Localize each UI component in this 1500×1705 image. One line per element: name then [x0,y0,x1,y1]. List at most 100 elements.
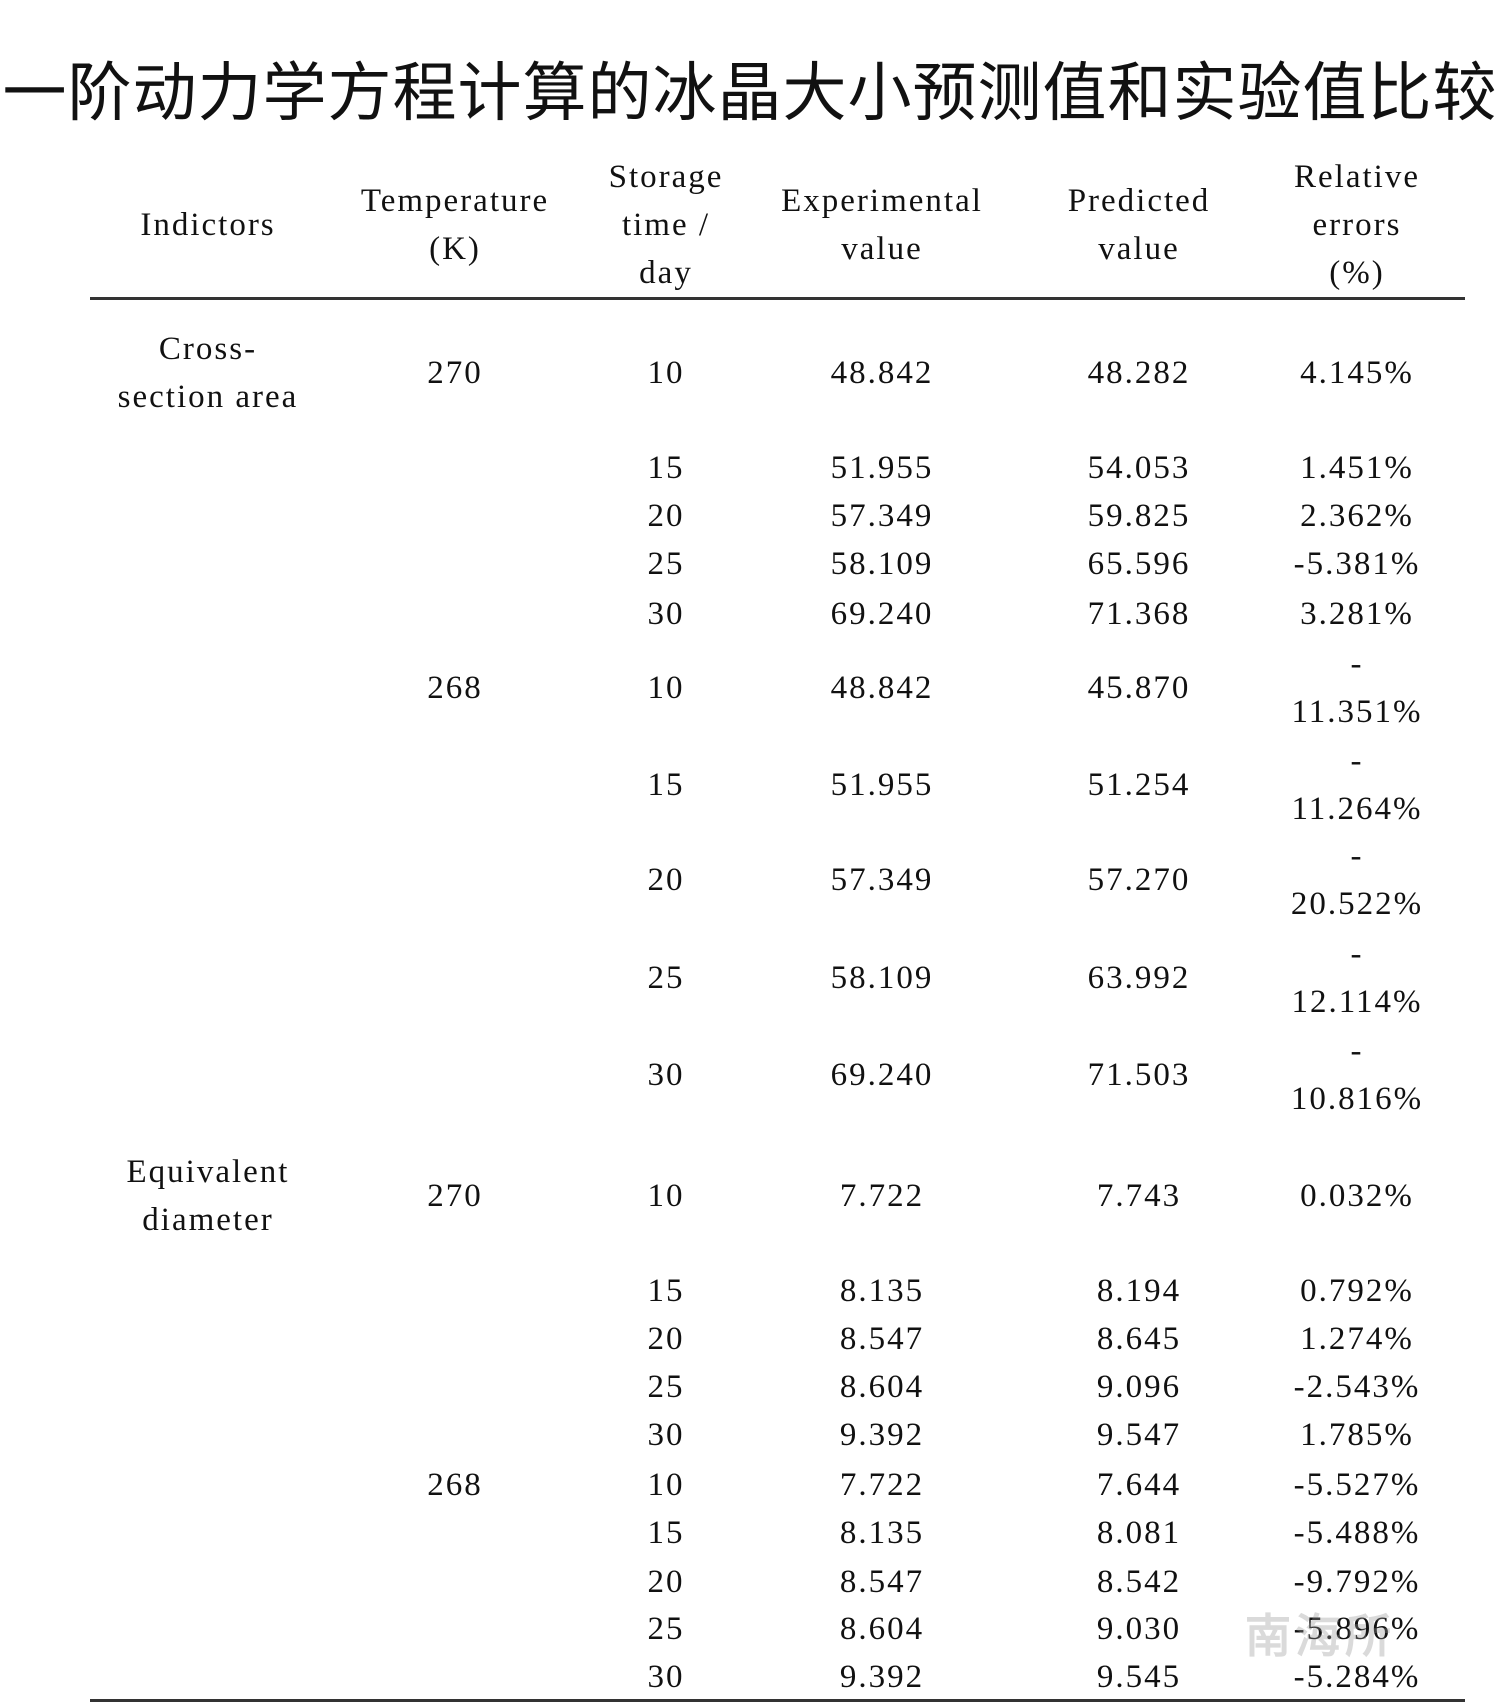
experimental-value-cell-line: 8.135 [839,1273,925,1309]
relative-error-cell-line: -5.527% [1293,1467,1421,1503]
storage-day-cell-line: 20 [647,1564,685,1600]
relative-error-cell-line: 3.281% [1300,596,1414,632]
predicted-value-cell: 63.992 [1088,954,1191,1002]
experimental-value-cell: 48.842 [831,349,934,397]
predicted-value-cell-line: 63.992 [1087,960,1191,996]
temperature-cell-line: 268 [427,1467,483,1503]
header-predicted-line: Predicted [1067,183,1211,219]
experimental-value-cell-line: 8.604 [839,1369,925,1405]
relative-error-cell-line: - [1350,838,1364,874]
storage-day-cell: 30 [648,1653,685,1701]
indicator-label-line: section area [117,379,299,415]
header-indicators-line: Indictors [140,207,276,243]
temperature-cell-line: 268 [427,670,483,706]
predicted-value-cell: 9.096 [1097,1363,1181,1411]
temperature-cell-line: 270 [427,1178,483,1214]
experimental-value-cell: 7.722 [840,1461,924,1509]
temperature-cell: 270 [427,349,483,397]
storage-day-cell: 30 [648,1411,685,1459]
relative-error-cell: 4.145% [1300,349,1414,397]
indicator-label-line: Equivalent [126,1154,290,1190]
storage-day-cell-line: 30 [647,1659,685,1695]
relative-error-cell: -5.284% [1294,1653,1421,1701]
storage-day-cell: 30 [648,590,685,638]
experimental-value-cell-line: 8.547 [839,1321,925,1357]
header-temperature: Temperature (K) [361,177,549,273]
relative-error-cell: -5.527% [1294,1461,1421,1509]
experimental-value-cell: 9.392 [840,1411,924,1459]
experimental-value-cell-line: 9.392 [839,1659,925,1695]
predicted-value-cell: 71.503 [1088,1051,1191,1099]
relative-error-cell-line: - [1350,1033,1364,1069]
experimental-value-cell: 51.955 [831,761,934,809]
relative-error-cell-line: 11.264% [1291,791,1423,827]
predicted-value-cell: 71.368 [1088,590,1191,638]
storage-day-cell-line: 30 [647,596,685,632]
storage-day-cell: 20 [648,492,685,540]
predicted-value-cell-line: 65.596 [1087,546,1191,582]
header-storage-line: time / [621,207,711,243]
header-predicted: Predicted value [1068,177,1211,273]
header-experimental: Experimental value [781,177,983,273]
predicted-value-cell-line: 7.644 [1096,1467,1182,1503]
storage-day-cell: 10 [648,1461,685,1509]
storage-day-cell: 25 [648,954,685,1002]
indicator-label: Equivalent diameter [127,1148,290,1244]
relative-error-cell-line: 20.522% [1290,886,1424,922]
experimental-value-cell-line: 7.722 [839,1178,925,1214]
predicted-value-cell: 59.825 [1088,492,1191,540]
relative-error-cell: 3.281% [1300,590,1414,638]
experimental-value-cell: 8.604 [840,1605,924,1653]
table-title: 一阶动力学方程计算的冰晶大小预测值和实验值比较 [2,58,1498,129]
header-experimental-line: Experimental [781,183,983,219]
temperature-cell-line: 270 [427,355,483,391]
predicted-value-cell-line: 45.870 [1087,670,1191,706]
storage-day-cell-line: 15 [647,1273,685,1309]
experimental-value-cell: 8.604 [840,1363,924,1411]
storage-day-cell: 30 [648,1051,685,1099]
temperature-cell: 268 [427,1461,483,1509]
storage-day-cell: 20 [648,1558,685,1606]
experimental-value-cell-line: 8.547 [839,1564,925,1600]
relative-error-cell: 1.451% [1300,444,1414,492]
predicted-value-cell-line: 59.825 [1087,498,1191,534]
header-relative-line: (%) [1329,255,1385,291]
header-temperature-line: Temperature [360,183,550,219]
header-storage-line: day [639,255,693,291]
experimental-value-cell: 7.722 [840,1172,924,1220]
experimental-value-cell: 8.547 [840,1558,924,1606]
experimental-value-cell: 9.392 [840,1653,924,1701]
experimental-value-cell-line: 8.135 [839,1515,925,1551]
relative-error-cell-line: -5.381% [1293,546,1421,582]
header-relative-line: errors [1312,207,1402,243]
experimental-value-cell: 51.955 [831,444,934,492]
predicted-value-cell-line: 9.096 [1096,1369,1182,1405]
experimental-value-cell-line: 51.955 [830,767,934,803]
relative-error-cell-line: 11.351% [1291,694,1423,730]
experimental-value-cell-line: 57.349 [830,862,934,898]
storage-day-cell-line: 30 [647,1417,685,1453]
predicted-value-cell: 9.545 [1097,1653,1181,1701]
relative-error-cell: - 20.522% [1291,832,1423,928]
relative-error-cell-line: 1.785% [1300,1417,1414,1453]
storage-day-cell: 15 [648,1267,685,1315]
experimental-value-cell: 69.240 [831,590,934,638]
experimental-value-cell-line: 69.240 [830,1057,934,1093]
storage-day-cell-line: 20 [647,498,685,534]
predicted-value-cell: 8.081 [1097,1509,1181,1557]
relative-error-cell-line: - [1350,646,1364,682]
predicted-value-cell: 48.282 [1088,349,1191,397]
predicted-value-cell-line: 8.194 [1096,1273,1182,1309]
relative-error-cell: -5.381% [1294,540,1421,588]
predicted-value-cell: 7.743 [1097,1172,1181,1220]
storage-day-cell: 15 [648,761,685,809]
storage-day-cell: 10 [648,349,685,397]
predicted-value-cell: 57.270 [1088,856,1191,904]
relative-error-cell-line: 0.792% [1300,1273,1414,1309]
predicted-value-cell-line: 54.053 [1087,450,1191,486]
storage-day-cell: 25 [648,1363,685,1411]
header-relative: Relative errors (%) [1294,153,1420,297]
predicted-value-cell-line: 48.282 [1087,355,1191,391]
relative-error-cell-line: -5.488% [1293,1515,1421,1551]
predicted-value-cell: 8.194 [1097,1267,1181,1315]
